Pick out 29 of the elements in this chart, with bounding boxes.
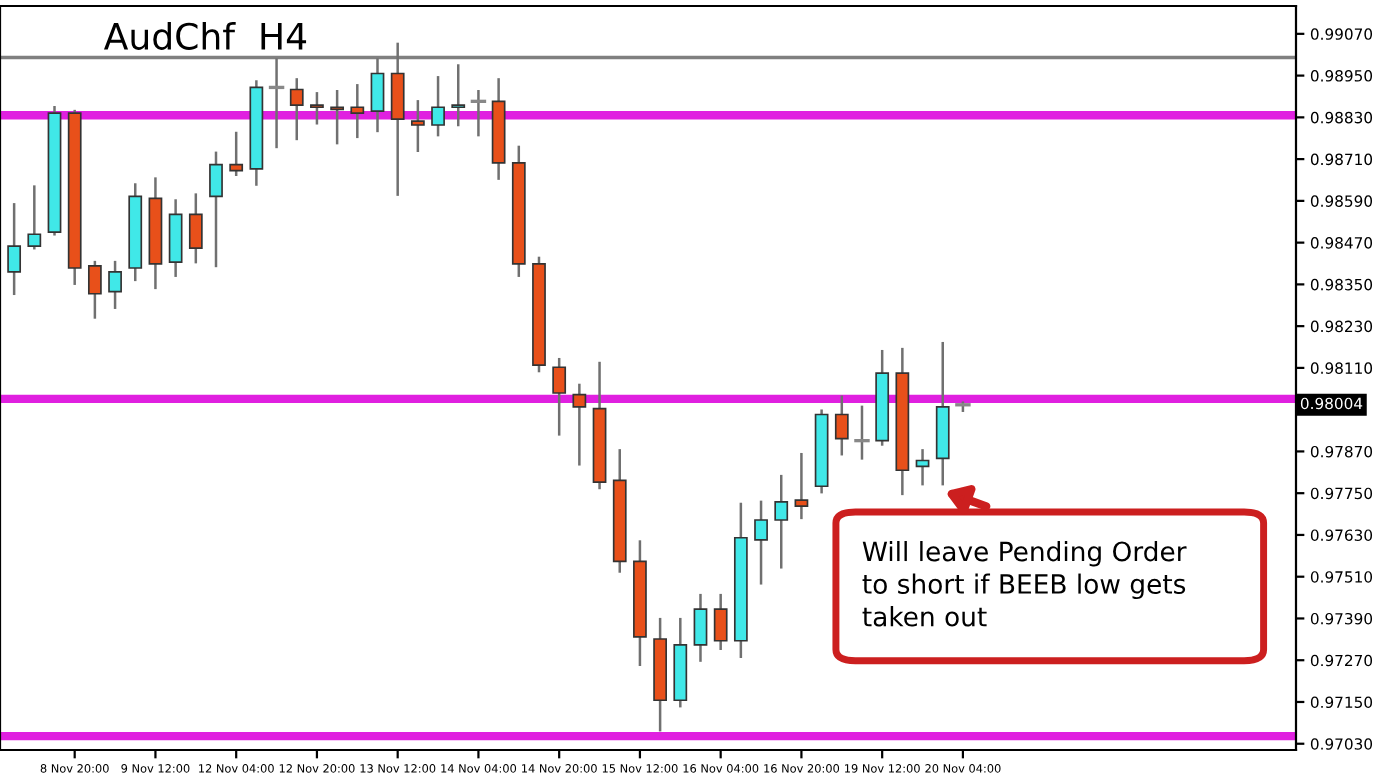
candlestick bbox=[289, 78, 304, 141]
candlestick bbox=[854, 405, 870, 460]
candlestick bbox=[168, 199, 183, 277]
candlestick bbox=[350, 84, 365, 139]
candlestick bbox=[794, 452, 809, 520]
candlestick bbox=[390, 42, 405, 196]
candlestick bbox=[451, 64, 466, 127]
candlestick bbox=[552, 357, 567, 436]
candlestick bbox=[229, 131, 244, 177]
candlestick bbox=[572, 383, 587, 466]
candlestick bbox=[7, 203, 22, 296]
candlestick bbox=[108, 260, 122, 309]
candlestick bbox=[754, 500, 768, 585]
annotation: Will leave Pending Order to short if BEEB low gets taken out bbox=[862, 540, 1187, 627]
candlestick bbox=[431, 76, 445, 137]
candlestick bbox=[310, 92, 324, 125]
candlestick bbox=[209, 151, 223, 268]
candlestick bbox=[370, 58, 385, 133]
candlestick bbox=[470, 90, 487, 137]
candlestick bbox=[188, 193, 203, 264]
candlestick bbox=[774, 474, 789, 569]
candlestick bbox=[87, 260, 102, 319]
candlestick bbox=[834, 395, 849, 456]
candlestick bbox=[330, 90, 345, 145]
candlestick bbox=[693, 593, 708, 662]
candlestick bbox=[410, 100, 425, 153]
candlestick bbox=[27, 185, 42, 250]
chart-title: AudChf H4 bbox=[103, 22, 307, 50]
candlestick bbox=[713, 593, 728, 650]
